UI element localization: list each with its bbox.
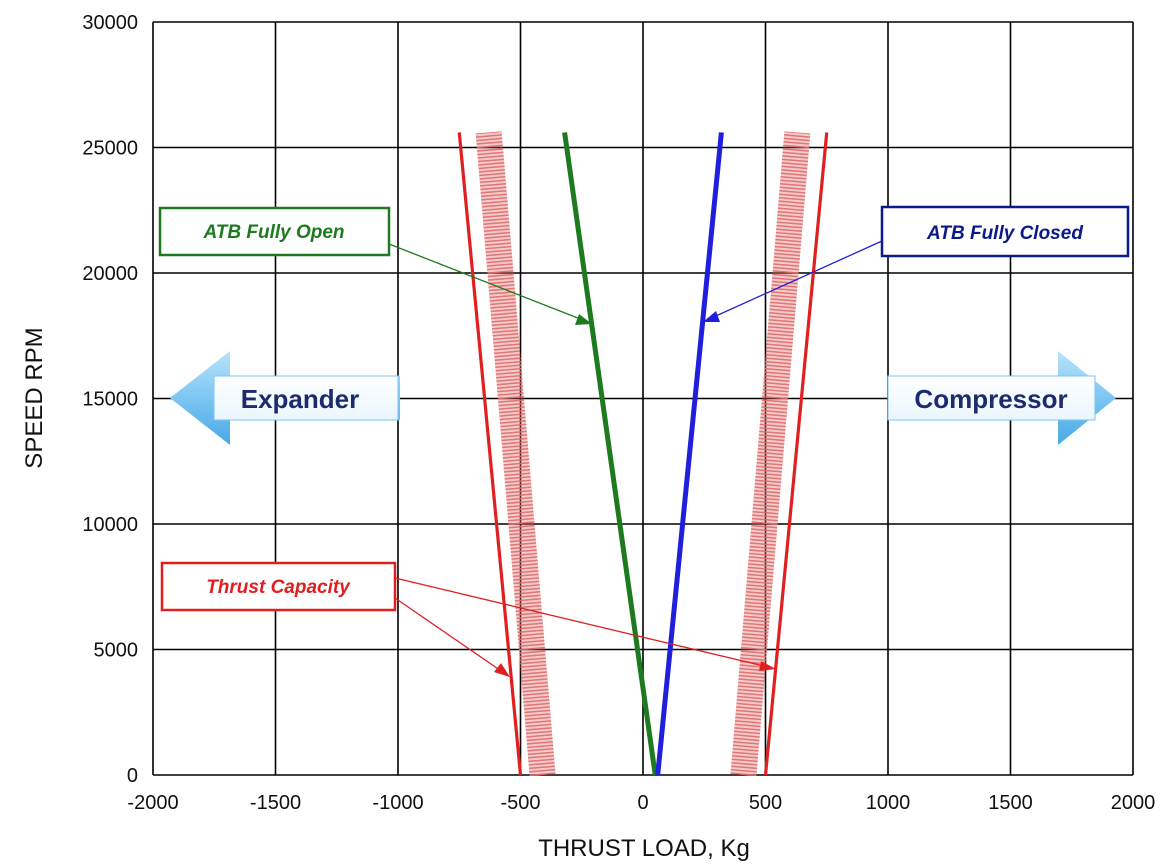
series-lines	[457, 132, 829, 776]
annotation-thrust-capacity-leader-right	[394, 577, 773, 669]
y-tick-label: 0	[127, 765, 138, 787]
y-tick-label: 15000	[82, 389, 138, 411]
x-tick-label: 1500	[988, 792, 1033, 814]
x-tick-label: 500	[749, 792, 782, 814]
x-tick-label: -500	[500, 792, 540, 814]
annotation-atb-closed-text: ATB Fully Closed	[926, 223, 1083, 244]
x-axis-title: THRUST LOAD, Kg	[538, 835, 750, 862]
series-line-3	[763, 132, 829, 776]
annotation-atb-open: ATB Fully Open	[158, 206, 592, 325]
annotation-atb-closed: ATB Fully Closed	[703, 205, 1130, 322]
annotation-thrust-capacity: Thrust Capacity	[160, 561, 776, 677]
series-line-0	[562, 132, 658, 776]
capacity-band-hatch-0	[475, 131, 556, 777]
series-line-1	[655, 132, 724, 776]
compressor-label-box	[887, 375, 1096, 421]
y-tick-label: 30000	[82, 12, 138, 34]
compressor-arrow: Compressor	[887, 351, 1116, 445]
annotation-atb-open-box	[158, 206, 391, 257]
y-tick-label: 10000	[82, 514, 138, 536]
x-tick-label: 2000	[1111, 792, 1156, 814]
annotation-thrust-capacity-leader-left	[394, 597, 508, 676]
annotation-thrust-capacity-arrowhead-right	[759, 661, 776, 671]
x-tick-label: 1000	[866, 792, 911, 814]
expander-label: Expander	[241, 384, 360, 414]
annotation-atb-closed-box	[880, 205, 1130, 258]
expander-arrow: Expander	[170, 351, 400, 445]
annotation-atb-open-arrowhead	[575, 314, 592, 325]
annotation-atb-closed-arrowhead	[703, 311, 720, 322]
tick-labels: -2000 -1500 -1000 -500 0 500 1000 1500 200005000…	[82, 12, 1155, 814]
y-axis-title: SPEED RPM	[21, 327, 48, 468]
annotation-atb-closed-leader	[706, 240, 883, 321]
x-tick-label: -2000	[127, 792, 178, 814]
x-tick-label: 0	[637, 792, 648, 814]
annotation-atb-open-leader	[388, 243, 589, 323]
annotation-thrust-capacity-text: Thrust Capacity	[206, 577, 351, 598]
x-tick-label: -1000	[372, 792, 423, 814]
expander-label-box	[213, 375, 399, 421]
compressor-label: Compressor	[914, 384, 1067, 414]
capacity-band-hatch-1	[730, 131, 811, 777]
annotation-thrust-capacity-box	[160, 561, 397, 612]
y-tick-label: 5000	[94, 640, 139, 662]
annotation-atb-open-text: ATB Fully Open	[202, 222, 344, 243]
capacity-bands	[475, 131, 811, 777]
series-line-2	[457, 132, 523, 776]
y-tick-label: 20000	[82, 263, 138, 285]
y-tick-label: 25000	[82, 138, 138, 160]
x-tick-label: -1500	[250, 792, 301, 814]
annotation-thrust-capacity-arrowhead-left	[494, 663, 510, 677]
